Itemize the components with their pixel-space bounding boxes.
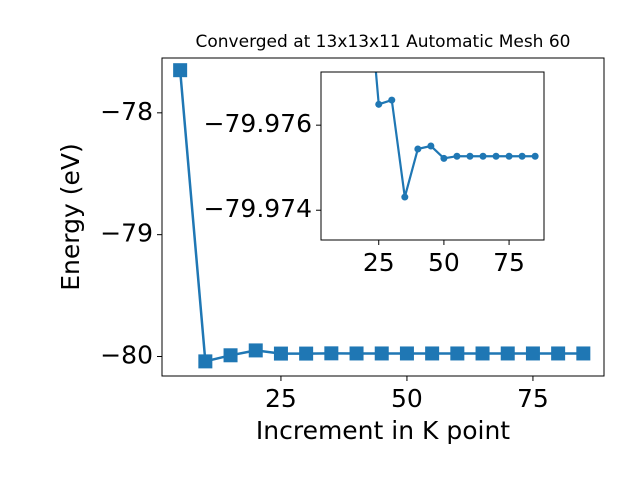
marker bbox=[388, 96, 396, 104]
axes-frame bbox=[320, 71, 545, 241]
marker bbox=[324, 346, 339, 361]
y-tick-label: −79.976 bbox=[204, 109, 312, 138]
marker bbox=[518, 152, 526, 160]
marker bbox=[248, 343, 263, 358]
y-tick-label: −80 bbox=[100, 341, 153, 370]
plot-layer bbox=[173, 63, 591, 369]
x-tick-label: 50 bbox=[391, 384, 423, 413]
marker bbox=[273, 346, 288, 361]
marker bbox=[525, 346, 540, 361]
x-tick-label: 25 bbox=[265, 384, 297, 413]
marker bbox=[466, 152, 474, 160]
marker bbox=[374, 346, 389, 361]
marker bbox=[576, 346, 591, 361]
y-tick-label: −79.974 bbox=[204, 194, 312, 223]
marker bbox=[173, 63, 188, 78]
marker bbox=[479, 152, 487, 160]
x-axis-label: Increment in K point bbox=[256, 416, 510, 445]
marker bbox=[414, 145, 422, 153]
plot-layer bbox=[374, 72, 539, 201]
y-tick-label: −79 bbox=[100, 219, 153, 248]
marker bbox=[399, 346, 414, 361]
marker bbox=[531, 152, 539, 160]
marker bbox=[440, 154, 448, 162]
marker bbox=[349, 346, 364, 361]
marker bbox=[427, 142, 435, 150]
marker bbox=[401, 193, 409, 201]
axes-frame bbox=[161, 57, 605, 377]
marker bbox=[425, 346, 440, 361]
x-tick-label: 75 bbox=[517, 384, 549, 413]
y-tick-label: −78 bbox=[100, 97, 153, 126]
marker bbox=[223, 348, 238, 363]
x-tick-label: 75 bbox=[493, 248, 525, 277]
marker bbox=[492, 152, 500, 160]
marker bbox=[299, 346, 314, 361]
y-axis-label: Energy (eV) bbox=[56, 143, 85, 290]
marker bbox=[551, 346, 566, 361]
x-tick-label: 25 bbox=[363, 248, 395, 277]
marker bbox=[475, 346, 490, 361]
marker bbox=[453, 152, 461, 160]
chart-title: Converged at 13x13x11 Automatic Mesh 60 bbox=[196, 32, 571, 52]
x-tick-label: 50 bbox=[428, 248, 460, 277]
marker bbox=[375, 100, 383, 108]
marker bbox=[198, 354, 213, 369]
marker bbox=[500, 346, 515, 361]
marker bbox=[505, 152, 513, 160]
marker bbox=[450, 346, 465, 361]
